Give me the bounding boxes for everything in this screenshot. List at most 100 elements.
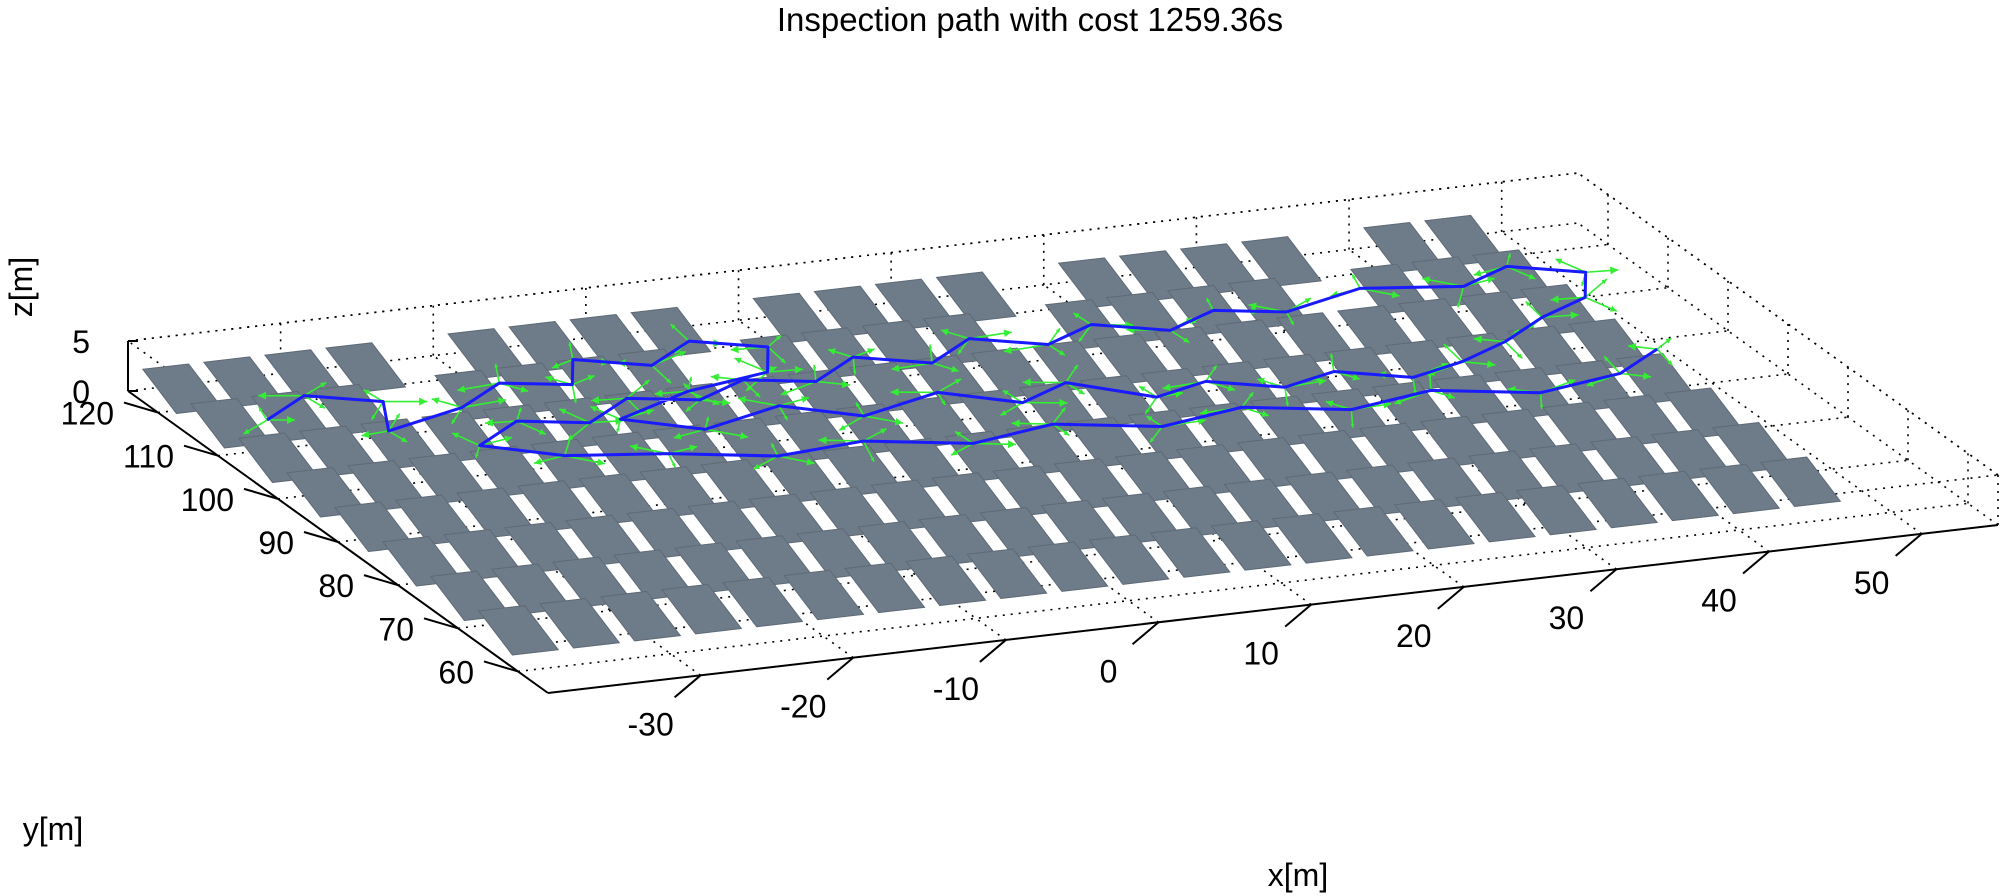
solar-panel <box>1760 456 1842 508</box>
x-tick-label: -10 <box>933 671 979 707</box>
viewpoint-arrow-head <box>559 408 567 415</box>
viewpoint-arrow-head <box>287 416 296 425</box>
viewpoint-arrow-head <box>1422 276 1431 284</box>
viewpoint-arrow-head <box>734 357 742 364</box>
z-tick-label: 5 <box>72 324 90 360</box>
viewpoint-arrow-head <box>1570 311 1579 320</box>
viewpoint-arrow-head <box>1352 373 1360 381</box>
solar-panel <box>1393 498 1475 550</box>
solar-panel <box>1576 477 1659 529</box>
viewpoint-arrow-head <box>258 391 267 400</box>
viewpoint-arrow-head <box>596 458 605 466</box>
z-tick-label: 0 <box>72 374 90 410</box>
viewpoint-arrow-head <box>1642 372 1652 380</box>
viewpoint-arrow-head <box>951 449 958 456</box>
viewpoint-arrow-head <box>534 458 542 466</box>
viewpoint-arrow-head <box>431 397 440 405</box>
x-tick-mark <box>1437 586 1465 610</box>
solar-panel <box>844 562 926 614</box>
viewpoint-arrow-head <box>363 389 370 395</box>
viewpoint-arrow-head <box>801 396 809 403</box>
solar-panel <box>1637 470 1720 522</box>
solar-panel <box>935 271 1017 323</box>
viewpoint-arrow-head <box>591 396 600 405</box>
viewpoint-arrow-head <box>1513 329 1520 335</box>
y-tick-label: 100 <box>181 482 234 518</box>
viewpoint-arrow-head <box>457 385 466 393</box>
viewpoint-arrow-head <box>552 362 560 369</box>
x-tick-label: 40 <box>1701 583 1737 619</box>
inspection-path <box>266 264 1658 458</box>
viewpoint-arrow-head <box>1525 301 1531 307</box>
viewpoint-arrow-head <box>958 349 963 355</box>
solar-panel <box>1454 491 1536 543</box>
solar-panel <box>477 605 560 656</box>
solar-panel <box>1332 506 1414 557</box>
viewpoint-arrow-head <box>890 388 899 397</box>
viewpoint-arrow-head <box>954 378 961 385</box>
solar-panel <box>783 569 865 621</box>
viewpoint-arrow-head <box>673 432 682 440</box>
x-axis-label: x[m] <box>1268 857 1328 893</box>
viewpoint-arrow-head <box>1391 290 1400 299</box>
viewpoint-arrow-head <box>1604 356 1609 362</box>
viewpoint-arrow-head <box>753 463 760 470</box>
viewpoint-arrow-head <box>950 365 959 373</box>
viewpoint-arrow-head <box>710 373 719 382</box>
grid-line-y <box>517 502 1969 673</box>
y-tick-label: 60 <box>438 654 474 690</box>
viewpoint-arrow-head <box>1011 419 1020 428</box>
viewpoint-arrow-head <box>674 348 681 354</box>
viewpoint-arrow-head <box>1206 298 1211 303</box>
viewpoint-arrow-head <box>746 385 752 391</box>
viewpoint-arrow-head <box>1078 336 1084 342</box>
solar-panel <box>966 548 1048 599</box>
viewpoint-arrow-head <box>678 350 687 357</box>
x-tick-mark <box>1284 603 1312 628</box>
viewpoint-arrow-head <box>371 415 376 420</box>
viewpoint-arrow-head <box>615 417 624 426</box>
viewpoint-arrow-head <box>1073 364 1078 370</box>
viewpoint-arrow-head <box>775 335 782 341</box>
solar-panel <box>1515 484 1598 536</box>
viewpoint-arrow-head <box>545 375 553 383</box>
x-tick-label: 50 <box>1854 565 1890 601</box>
viewpoint-arrow-head <box>721 398 731 407</box>
viewpoint-arrow-head <box>812 364 817 369</box>
viewpoint-arrow-head <box>1304 298 1311 304</box>
viewpoint-arrow-head <box>629 443 638 452</box>
viewpoint-arrow-head <box>1183 337 1190 343</box>
viewpoint-arrow-head <box>1139 386 1146 392</box>
viewpoint-arrow-head <box>794 365 803 374</box>
viewpoint-arrow-head <box>683 383 689 389</box>
solar-panel <box>630 306 712 358</box>
viewpoint-arrow-head <box>451 419 456 424</box>
viewpoint-arrow-head <box>891 364 900 372</box>
viewpoint-arrow-head <box>654 389 663 398</box>
viewpoint-arrow-head <box>755 392 761 398</box>
viewpoint-arrow-head <box>928 344 933 349</box>
viewpoint-arrow-head <box>1428 373 1432 378</box>
viewpoint-arrow-head <box>685 406 692 412</box>
viewpoint-arrow-head <box>852 370 857 375</box>
viewpoint-arrow-head <box>644 379 650 385</box>
viewpoint-arrow-head <box>419 397 428 406</box>
viewpoint-arrow-head <box>867 348 875 355</box>
viewpoint-arrow-head <box>828 348 836 355</box>
viewpoint-arrow-head <box>1061 407 1066 413</box>
viewpoint-arrow-head <box>504 435 513 443</box>
viewpoint-arrow-head <box>1568 379 1576 386</box>
viewpoint-arrow-head <box>1261 410 1269 417</box>
viewpoint-arrow-head <box>1581 282 1585 287</box>
viewpoint-arrow-head <box>1628 342 1637 351</box>
y-tick-mark <box>483 660 519 673</box>
solar-panel <box>325 342 407 393</box>
viewpoint-arrow-head <box>1507 253 1511 258</box>
viewpoint-arrow-head <box>1073 313 1080 319</box>
y-tick-mark <box>363 574 399 587</box>
viewpoint-arrow-head <box>739 432 749 440</box>
x-tick-mark <box>1589 568 1618 592</box>
viewpoint-arrow-head <box>1665 338 1672 344</box>
